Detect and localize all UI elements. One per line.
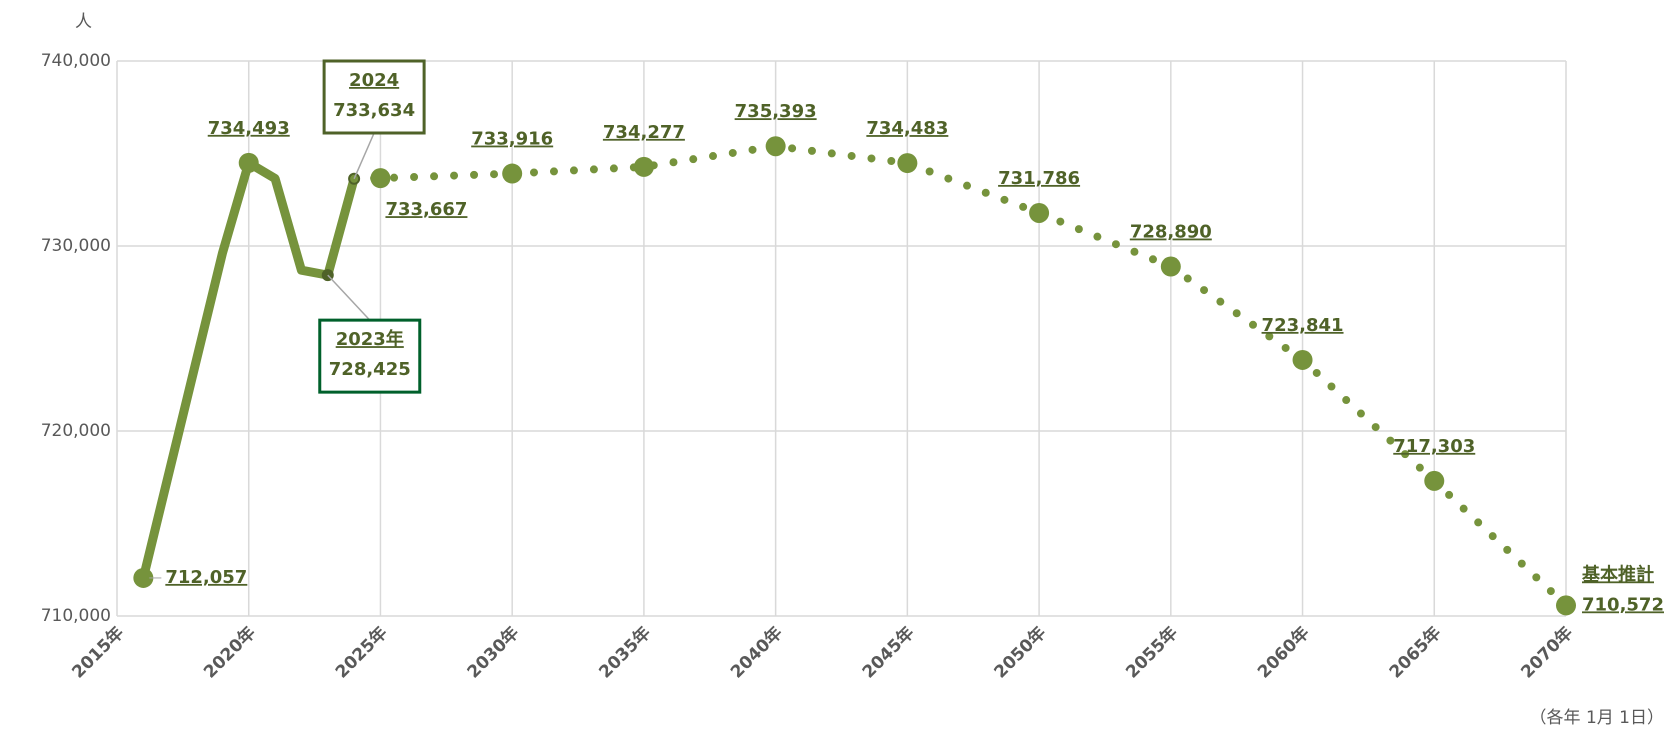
y-tick-label: 720,000: [41, 421, 111, 441]
data-label: 735,393: [735, 101, 817, 122]
unit-label: 人: [75, 12, 92, 32]
callout-box: [318, 318, 422, 394]
x-tick-label: 2065年: [1385, 622, 1445, 682]
x-tick-label: 2055年: [1122, 622, 1182, 682]
x-tick-label: 2050年: [990, 622, 1050, 682]
data-label: 734,493: [208, 118, 290, 139]
footnote: （各年 1月 1日）: [1530, 708, 1664, 728]
x-tick-label: 2060年: [1253, 622, 1313, 682]
callout-title: 2023年: [336, 328, 404, 350]
x-tick-label: 2070年: [1517, 622, 1577, 682]
callout-connector: [353, 132, 375, 180]
data-label: 733,667: [385, 199, 467, 220]
data-point: [1160, 256, 1181, 277]
callout-box: [322, 59, 426, 135]
data-point: [765, 136, 786, 157]
data-label: 728,425: [329, 359, 411, 380]
callout-connector: [327, 274, 371, 321]
data-point: [1424, 470, 1445, 491]
data-label: 710,572: [1582, 594, 1664, 615]
data-point: [1292, 349, 1313, 370]
data-point: [1556, 595, 1576, 616]
data-label: 734,277: [603, 122, 685, 143]
y-tick-label: 740,000: [41, 51, 111, 71]
data-point: [238, 152, 259, 173]
data-label: 734,483: [866, 118, 948, 139]
x-tick-label: 2040年: [726, 622, 786, 682]
data-label: 733,916: [471, 129, 553, 150]
y-tick-label: 730,000: [41, 236, 111, 256]
x-tick-label: 2035年: [595, 622, 655, 682]
data-label: 723,841: [1262, 315, 1344, 336]
data-point: [133, 567, 154, 588]
x-tick-label: 2030年: [463, 622, 523, 682]
x-tick-label: 2045年: [858, 622, 918, 682]
data-label: 731,786: [998, 168, 1080, 189]
series-line: [350, 142, 1570, 610]
x-tick-label: 2015年: [68, 622, 128, 682]
data-label: 717,303: [1393, 436, 1475, 457]
data-point: [370, 168, 391, 189]
data-point: [633, 156, 654, 177]
y-tick-label: 710,000: [41, 606, 111, 626]
series-name: 基本推計: [1581, 563, 1654, 585]
data-label: 712,057: [165, 567, 247, 588]
x-tick-label: 2020年: [199, 622, 259, 682]
data-label: 733,634: [333, 100, 415, 121]
data-point: [1029, 202, 1050, 223]
data-point: [897, 153, 918, 174]
data-point: [502, 163, 523, 184]
callout-title: 2024: [349, 70, 399, 91]
data-label: 728,890: [1130, 222, 1212, 243]
x-tick-label: 2025年: [331, 622, 391, 682]
